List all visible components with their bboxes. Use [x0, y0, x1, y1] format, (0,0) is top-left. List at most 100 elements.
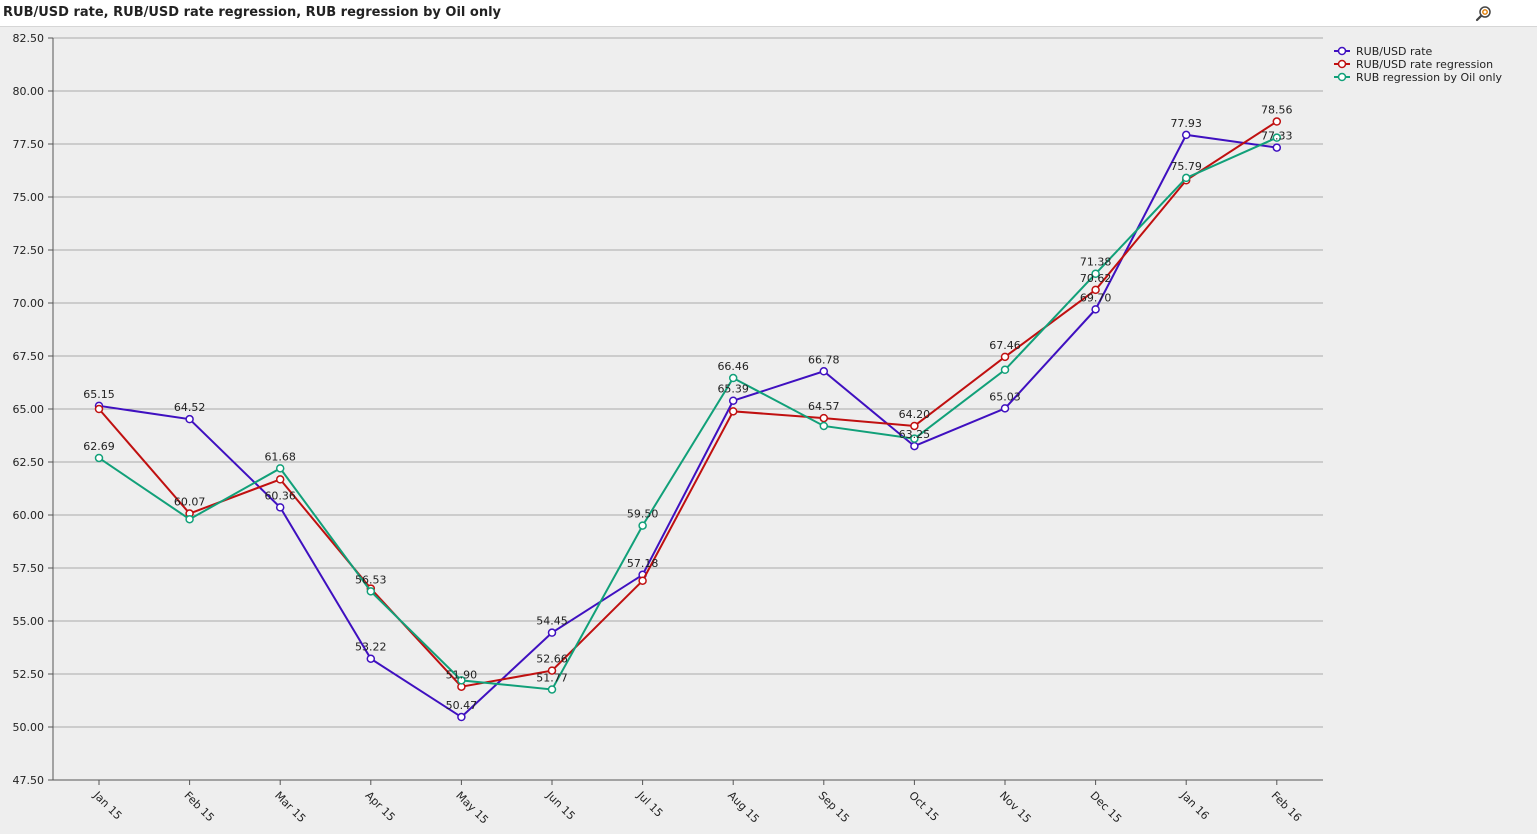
x-tick-label: Feb 16: [1269, 789, 1304, 824]
data-point[interactable]: [1091, 305, 1100, 314]
title-bar: RUB/USD rate, RUB/USD rate regression, R…: [0, 0, 1537, 27]
data-point[interactable]: [547, 666, 557, 675]
x-tick-label: Jun 15: [543, 788, 577, 822]
data-point[interactable]: [1000, 365, 1010, 375]
data-label: 77.93: [1170, 117, 1202, 130]
data-point[interactable]: [1181, 130, 1191, 140]
data-label: 60.07: [174, 496, 206, 509]
series-line-3: [98, 136, 1278, 691]
data-point[interactable]: [185, 414, 194, 424]
plot-background: [0, 27, 1537, 834]
data-point[interactable]: [366, 654, 376, 663]
data-point[interactable]: [638, 576, 647, 585]
data-label: 54.45: [536, 615, 568, 628]
data-label: 57.18: [627, 557, 659, 570]
data-label: 75.79: [1170, 160, 1202, 173]
data-point[interactable]: [819, 367, 829, 376]
data-point[interactable]: [1272, 117, 1282, 126]
data-label: 50.47: [446, 699, 478, 712]
data-label: 61.68: [264, 450, 296, 463]
data-point[interactable]: [728, 373, 738, 383]
x-tick-label: Mar 15: [272, 789, 308, 825]
data-label: 56.53: [355, 573, 387, 586]
data-label: 60.36: [264, 489, 296, 502]
y-tick-label: 62.50: [13, 456, 45, 469]
legend-marker: [1337, 46, 1347, 56]
zoom-magnifier-icon[interactable]: [1474, 4, 1494, 24]
data-label: 64.52: [174, 401, 206, 414]
data-label: 70.62: [1080, 272, 1112, 285]
data-point[interactable]: [819, 413, 829, 423]
data-label: 64.20: [899, 408, 931, 421]
data-point[interactable]: [94, 453, 104, 463]
data-point[interactable]: [1272, 143, 1282, 152]
y-tick-label: 82.50: [13, 32, 45, 45]
data-label: 65.03: [989, 390, 1021, 403]
x-tick-label: Jul 15: [634, 788, 666, 820]
data-point[interactable]: [1272, 133, 1282, 142]
data-label: 63.25: [899, 428, 931, 441]
data-point[interactable]: [1000, 404, 1010, 413]
data-point[interactable]: [728, 396, 738, 405]
data-label: 53.22: [355, 641, 387, 654]
y-tick-label: 72.50: [13, 244, 45, 257]
data-point[interactable]: [547, 628, 557, 637]
data-label: 71.38: [1080, 256, 1112, 269]
data-point[interactable]: [910, 441, 919, 451]
y-tick-label: 47.50: [13, 774, 45, 787]
x-tick-label: Jan 16: [1177, 788, 1211, 822]
data-label: 52.66: [536, 653, 568, 666]
x-tick-label: Sep 15: [816, 789, 852, 825]
x-tick-label: Apr 15: [363, 789, 398, 824]
legend-item[interactable]: RUB/USD rate regression: [1356, 58, 1493, 71]
data-label: 51.90: [446, 669, 478, 682]
x-tick-label: Jan 15: [90, 788, 124, 822]
data-label: 69.70: [1080, 291, 1112, 304]
x-tick-label: Feb 15: [181, 789, 216, 824]
data-point[interactable]: [457, 712, 466, 722]
data-point[interactable]: [94, 404, 104, 414]
data-point[interactable]: [819, 421, 829, 431]
y-tick-label: 50.00: [13, 721, 45, 734]
data-point[interactable]: [1091, 269, 1100, 278]
x-tick-label: May 15: [453, 789, 491, 827]
data-label: 77.33: [1261, 130, 1293, 143]
x-tick-label: Oct 15: [906, 789, 941, 824]
legend-item[interactable]: RUB regression by Oil only: [1356, 71, 1503, 84]
y-tick-label: 80.00: [13, 85, 45, 98]
y-tick-label: 60.00: [13, 509, 45, 522]
data-point[interactable]: [1181, 173, 1191, 183]
data-label: 65.39: [717, 383, 749, 396]
data-point[interactable]: [910, 434, 919, 443]
data-point[interactable]: [1091, 285, 1100, 295]
data-point[interactable]: [547, 685, 557, 694]
x-tick-label: Dec 15: [1087, 789, 1124, 826]
data-point[interactable]: [366, 587, 376, 596]
y-tick-label: 65.00: [13, 403, 45, 416]
data-point[interactable]: [910, 421, 919, 431]
data-point[interactable]: [1000, 352, 1010, 362]
data-point[interactable]: [457, 676, 466, 685]
y-tick-label: 67.50: [13, 350, 45, 363]
data-label: 78.56: [1261, 104, 1293, 117]
data-label: 59.50: [627, 508, 659, 521]
data-label: 62.69: [83, 440, 115, 453]
legend-marker: [1337, 72, 1347, 82]
y-tick-label: 52.50: [13, 668, 45, 681]
data-point[interactable]: [185, 514, 194, 524]
legend-item[interactable]: RUB/USD rate: [1356, 45, 1433, 58]
data-label: 66.46: [717, 360, 749, 373]
data-point[interactable]: [728, 407, 738, 416]
data-label: 67.46: [989, 339, 1021, 352]
data-point[interactable]: [275, 475, 285, 484]
data-point[interactable]: [275, 464, 285, 473]
data-point[interactable]: [275, 503, 285, 512]
y-tick-label: 57.50: [13, 562, 45, 575]
y-tick-label: 77.50: [13, 138, 45, 151]
x-tick-label: Nov 15: [997, 789, 1034, 826]
data-point[interactable]: [638, 521, 647, 530]
series-line-2: [98, 120, 1278, 688]
y-tick-label: 55.00: [13, 615, 45, 628]
